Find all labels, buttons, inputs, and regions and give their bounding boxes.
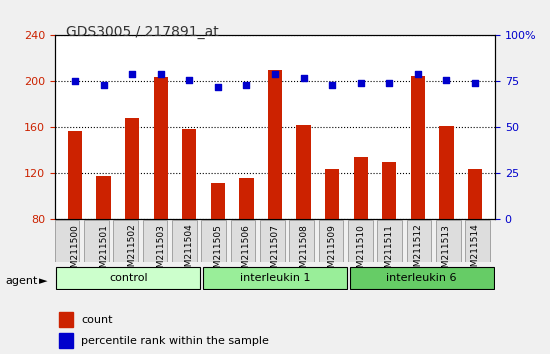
Bar [468, 169, 482, 312]
Bar [153, 77, 168, 312]
Bar [182, 129, 196, 312]
Point [70, 79, 79, 84]
FancyBboxPatch shape [201, 220, 226, 262]
Text: GSM211501: GSM211501 [99, 224, 108, 279]
Text: ►: ► [39, 276, 47, 286]
Bar [325, 169, 339, 312]
FancyBboxPatch shape [260, 220, 285, 262]
FancyBboxPatch shape [377, 220, 402, 262]
Point [299, 75, 308, 81]
FancyBboxPatch shape [57, 267, 200, 289]
Bar [354, 157, 368, 312]
Bar [59, 312, 73, 327]
Text: GSM211505: GSM211505 [213, 224, 222, 279]
Point [442, 77, 451, 82]
FancyBboxPatch shape [172, 220, 197, 262]
Bar [68, 131, 82, 312]
Point [356, 80, 365, 86]
FancyBboxPatch shape [289, 220, 314, 262]
FancyBboxPatch shape [54, 220, 80, 262]
FancyBboxPatch shape [465, 220, 490, 262]
Point [242, 82, 251, 88]
FancyBboxPatch shape [203, 267, 347, 289]
Text: GSM211511: GSM211511 [385, 224, 394, 279]
Text: agent: agent [6, 276, 38, 286]
Text: GSM211513: GSM211513 [442, 224, 451, 279]
Point [385, 80, 394, 86]
FancyBboxPatch shape [348, 220, 373, 262]
Bar [296, 125, 311, 312]
FancyBboxPatch shape [113, 220, 138, 262]
Bar [268, 70, 282, 312]
Point [328, 82, 337, 88]
FancyBboxPatch shape [84, 220, 109, 262]
Bar [96, 176, 111, 312]
Text: GSM211507: GSM211507 [271, 224, 279, 279]
Text: GSM211500: GSM211500 [70, 224, 80, 279]
Bar [211, 183, 225, 312]
Bar [439, 126, 454, 312]
Bar [382, 162, 397, 312]
FancyBboxPatch shape [436, 220, 461, 262]
Text: GSM211506: GSM211506 [242, 224, 251, 279]
Text: GSM211509: GSM211509 [328, 224, 337, 279]
Text: percentile rank within the sample: percentile rank within the sample [81, 336, 270, 346]
Text: GDS3005 / 217891_at: GDS3005 / 217891_at [66, 25, 219, 39]
FancyBboxPatch shape [318, 220, 344, 262]
FancyBboxPatch shape [230, 220, 256, 262]
Text: GSM211514: GSM211514 [470, 224, 480, 279]
Point [471, 80, 480, 86]
Point [185, 77, 194, 82]
Bar [125, 118, 139, 312]
Text: interleukin 1: interleukin 1 [240, 273, 310, 283]
Text: interleukin 6: interleukin 6 [387, 273, 457, 283]
Bar [411, 76, 425, 312]
FancyBboxPatch shape [406, 220, 432, 262]
FancyBboxPatch shape [350, 267, 493, 289]
Point [156, 71, 165, 77]
Text: GSM211502: GSM211502 [128, 224, 136, 279]
Text: GSM211504: GSM211504 [185, 224, 194, 279]
Point [271, 71, 279, 77]
Text: GSM211503: GSM211503 [156, 224, 165, 279]
Text: GSM211508: GSM211508 [299, 224, 308, 279]
Point [213, 84, 222, 90]
FancyBboxPatch shape [142, 220, 168, 262]
Text: count: count [81, 315, 113, 325]
Bar [59, 333, 73, 348]
Text: control: control [109, 273, 147, 283]
Point [99, 82, 108, 88]
Bar [239, 178, 254, 312]
Text: GSM211510: GSM211510 [356, 224, 365, 279]
Point [128, 71, 136, 77]
Point [414, 71, 422, 77]
Text: GSM211512: GSM211512 [414, 224, 422, 279]
